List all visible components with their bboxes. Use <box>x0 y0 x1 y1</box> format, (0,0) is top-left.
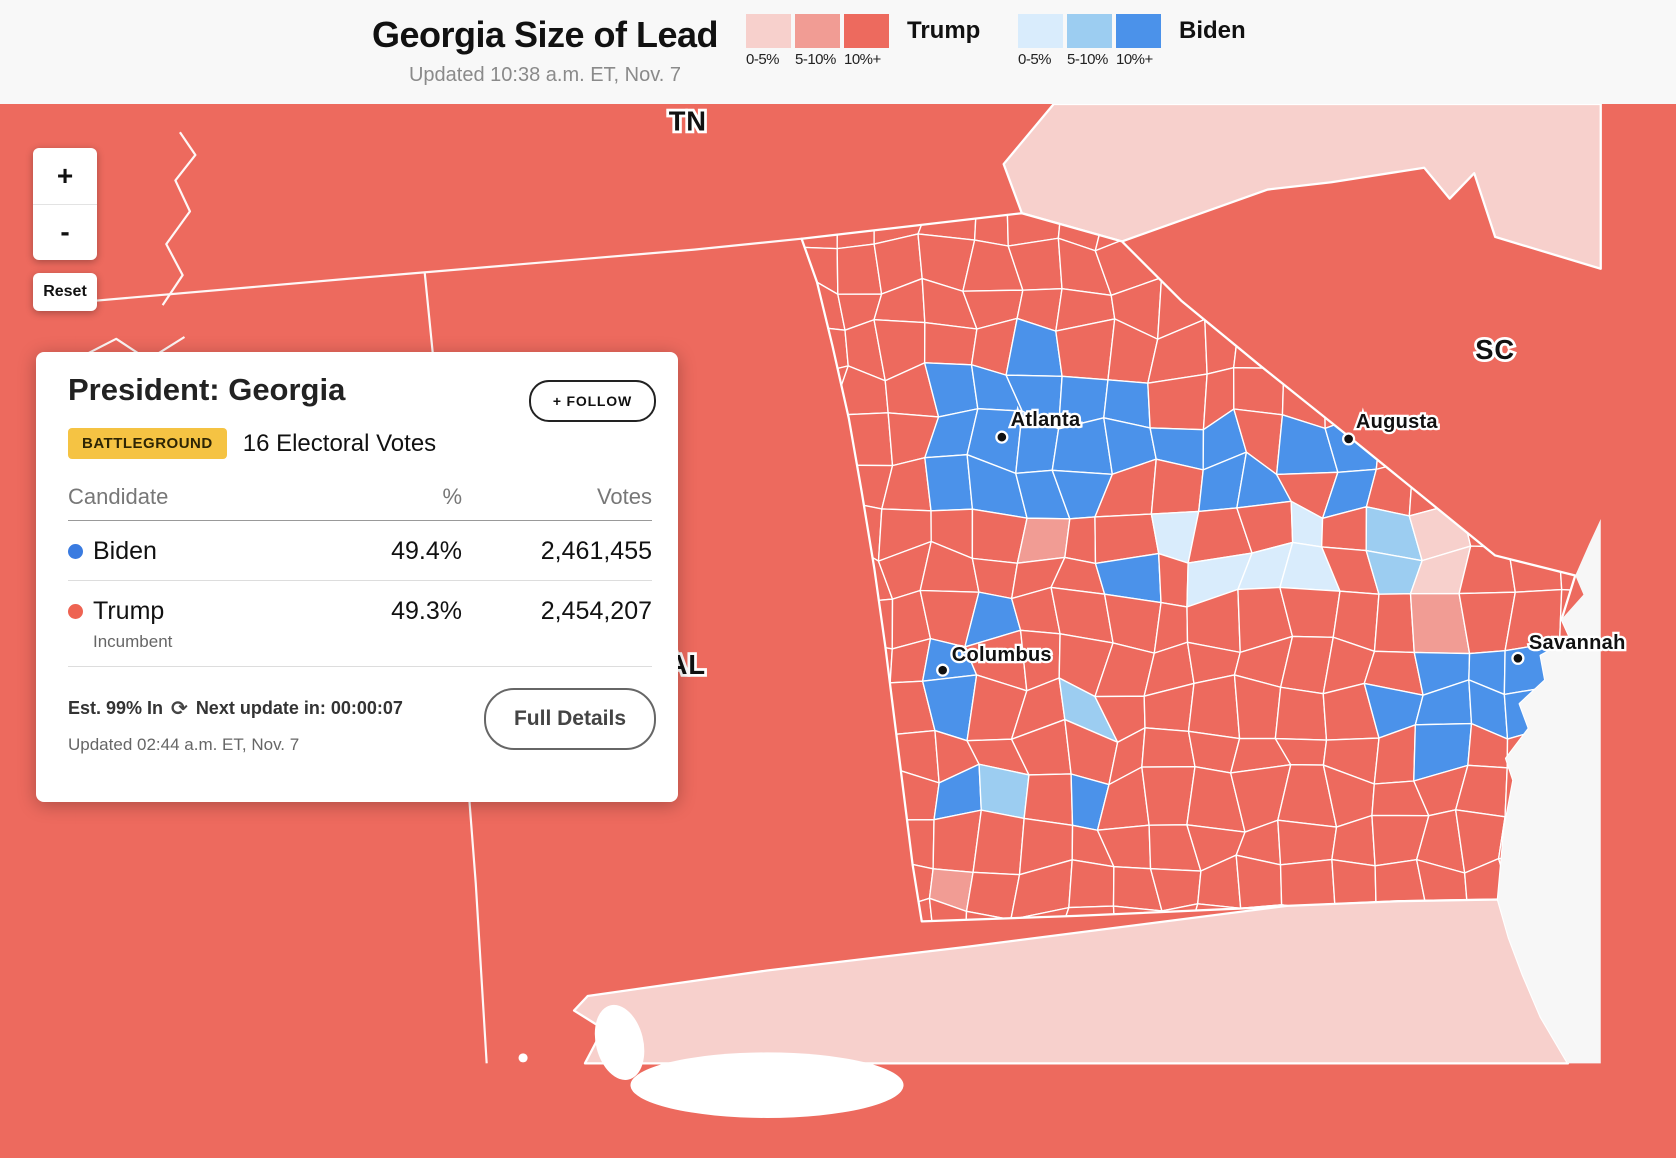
race-title: President: Georgia <box>68 372 346 407</box>
zoom-out-button[interactable]: - <box>60 216 70 248</box>
biden-swatch-5-10 <box>1067 14 1112 48</box>
city-markers <box>936 430 1525 677</box>
election-map[interactable]: TN SC AL Atlanta Augusta Columbus Savann… <box>0 104 1676 1158</box>
reset-button[interactable]: Reset <box>33 273 97 311</box>
candidate-pct: 49.3% <box>391 597 462 625</box>
trump-swatch-10plus <box>844 14 889 48</box>
race-info-card: President: Georgia + FOLLOW BATTLEGROUND… <box>36 352 678 802</box>
est-in-label: Est. 99% In <box>68 698 164 718</box>
results-table: Candidate % Votes Biden 49.4% 2,461,455 … <box>68 484 652 667</box>
state-label-tn: TN <box>669 105 707 136</box>
city-label-augusta: Augusta <box>1356 411 1439 433</box>
state-label-sc: SC <box>1475 334 1515 365</box>
incumbent-note: Incumbent <box>93 632 173 651</box>
city-label-columbus: Columbus <box>952 644 1052 666</box>
follow-button[interactable]: + FOLLOW <box>528 380 656 422</box>
trump-bucket-labels: 0-5% 5-10% 10%+ <box>746 51 881 68</box>
battleground-badge: BATTLEGROUND <box>68 428 227 459</box>
candidate-name: Biden <box>93 537 157 565</box>
legend-trump: Trump 0-5% 5-10% 10%+ <box>746 14 980 68</box>
next-update-label: Next update in: 00:00:07 <box>195 698 403 718</box>
zoom-in-button[interactable]: + <box>33 148 97 205</box>
header-updated-timestamp: Updated 10:38 a.m. ET, Nov. 7 <box>408 64 681 86</box>
candidate-name: Trump <box>93 597 165 625</box>
candidate-votes: 2,454,207 <box>540 597 652 625</box>
zoom-controls: + - <box>33 148 97 260</box>
candidate-row-biden[interactable]: Biden 49.4% 2,461,455 <box>68 521 652 581</box>
page-title: Georgia Size of Lead <box>371 14 719 55</box>
city-dot-columbus <box>936 663 950 677</box>
biden-dot <box>68 544 83 559</box>
city-dot-augusta <box>1342 432 1356 446</box>
results-table-header: Candidate % Votes <box>68 484 652 521</box>
city-label-atlanta: Atlanta <box>1011 409 1081 431</box>
city-dot-atlanta <box>995 430 1009 444</box>
legend-biden: Biden 0-5% 5-10% 10%+ <box>1018 14 1246 68</box>
city-label-savannah: Savannah <box>1529 632 1626 654</box>
candidate-row-trump[interactable]: Trump Incumbent 49.3% 2,454,207 <box>68 581 652 667</box>
trump-dot <box>68 604 83 619</box>
biden-bucket-labels: 0-5% 5-10% 10%+ <box>1018 51 1153 68</box>
refresh-icon: ⟳ <box>171 698 188 720</box>
trump-swatch-5-10 <box>795 14 840 48</box>
trump-swatch-0-5 <box>746 14 791 48</box>
candidate-votes: 2,461,455 <box>540 537 652 565</box>
legend-label-biden: Biden <box>1179 17 1246 44</box>
ocean <box>1497 519 1601 1064</box>
header-bar: Georgia Size of Lead Updated 10:38 a.m. … <box>0 0 1676 104</box>
title-block: Georgia Size of Lead Updated 10:38 a.m. … <box>300 0 790 87</box>
card-footer: Est. 99% In ⟳ Next update in: 00:00:07 U… <box>68 688 656 784</box>
legend-label-trump: Trump <box>907 17 981 44</box>
biden-swatch-10plus <box>1116 14 1161 48</box>
electoral-votes: 16 Electoral Votes <box>242 429 437 457</box>
candidate-pct: 49.4% <box>391 537 462 565</box>
lakes <box>518 1004 904 1118</box>
city-dot-savannah <box>1511 651 1525 665</box>
card-updated-timestamp: Updated 02:44 a.m. ET, Nov. 7 <box>68 735 300 754</box>
biden-swatch-0-5 <box>1018 14 1063 48</box>
full-details-button[interactable]: Full Details <box>483 688 656 750</box>
